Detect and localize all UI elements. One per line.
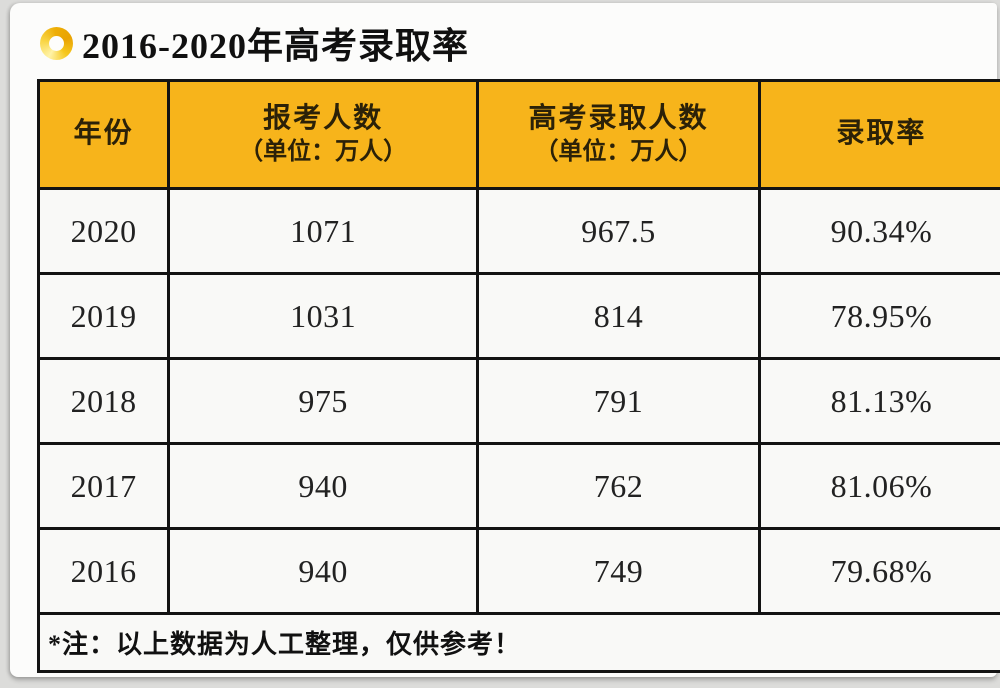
col-header-admitted-unit: （单位：万人） bbox=[534, 139, 703, 166]
table-row: 2019 1031 814 78.95% bbox=[36, 272, 1000, 360]
title-bar: 2016-2020年高考录取率 bbox=[40, 17, 469, 69]
table-header: 年份 报考人数 （单位：万人） 高考录取人数 （单位：万人） 录取率 bbox=[36, 79, 1000, 190]
admitted-cell: 967.5 bbox=[476, 187, 761, 275]
table-row: 2017 940 762 81.06% bbox=[36, 442, 1000, 530]
table-row: 2018 975 791 81.13% bbox=[36, 357, 1000, 445]
content-card: 2016-2020年高考录取率 年份 报考人数 （单位：万人） 高考录取人数 （… bbox=[10, 3, 1000, 677]
col-header-rate-label: 录取率 bbox=[836, 118, 927, 150]
year-cell: 2019 bbox=[36, 272, 171, 360]
page-title: 2016-2020年高考录取率 bbox=[82, 26, 469, 66]
applicants-cell: 940 bbox=[167, 527, 480, 615]
col-header-year: 年份 bbox=[36, 79, 171, 190]
col-header-admitted-label: 高考录取人数 bbox=[528, 102, 709, 134]
footnote-row: *注：以上数据为人工整理，仅供参考！ bbox=[37, 612, 1000, 673]
applicants-cell: 940 bbox=[167, 442, 480, 530]
admitted-cell: 814 bbox=[476, 272, 761, 360]
year-cell: 2017 bbox=[36, 442, 171, 530]
admitted-cell: 762 bbox=[476, 442, 761, 530]
col-header-year-label: 年份 bbox=[73, 118, 134, 150]
rate-cell: 90.34% bbox=[757, 187, 1000, 275]
col-header-rate: 录取率 bbox=[757, 79, 1000, 190]
table-body: 2020 1071 967.5 90.34% 2019 1031 814 78.… bbox=[36, 187, 1000, 615]
col-header-applicants: 报考人数 （单位：万人） bbox=[167, 79, 480, 190]
table-footer: *注：以上数据为人工整理，仅供参考！ bbox=[37, 612, 1000, 673]
rate-cell: 81.13% bbox=[757, 357, 1000, 445]
table-row: 2020 1071 967.5 90.34% bbox=[36, 187, 1000, 275]
table-row: 2016 940 749 79.68% bbox=[36, 527, 1000, 615]
col-header-applicants-unit: （单位：万人） bbox=[239, 139, 408, 166]
rate-cell: 81.06% bbox=[757, 442, 1000, 530]
admission-rate-table: 年份 报考人数 （单位：万人） 高考录取人数 （单位：万人） 录取率 2020 … bbox=[36, 79, 1000, 673]
rate-cell: 79.68% bbox=[757, 527, 1000, 615]
applicants-cell: 1031 bbox=[167, 272, 480, 360]
year-cell: 2020 bbox=[36, 187, 171, 275]
year-cell: 2018 bbox=[36, 357, 171, 445]
rate-cell: 78.95% bbox=[757, 272, 1000, 360]
header-row: 年份 报考人数 （单位：万人） 高考录取人数 （单位：万人） 录取率 bbox=[36, 79, 1000, 190]
applicants-cell: 975 bbox=[167, 357, 480, 445]
admitted-cell: 791 bbox=[476, 357, 761, 445]
col-header-applicants-label: 报考人数 bbox=[263, 102, 384, 134]
ring-bullet-icon bbox=[40, 26, 73, 60]
footnote: *注：以上数据为人工整理，仅供参考！ bbox=[37, 612, 1000, 673]
admitted-cell: 749 bbox=[476, 527, 761, 615]
applicants-cell: 1071 bbox=[167, 187, 480, 275]
col-header-admitted: 高考录取人数 （单位：万人） bbox=[476, 79, 761, 190]
year-cell: 2016 bbox=[36, 527, 171, 615]
